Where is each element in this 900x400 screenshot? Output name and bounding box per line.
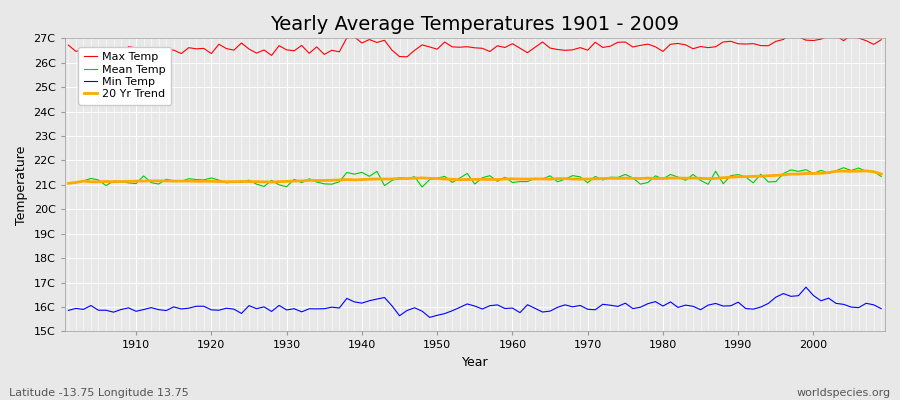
Max Temp [515,46,526,51]
Mean Temp [838,165,849,170]
Line: Min Temp: Min Temp [68,287,881,317]
20 Yr Trend [63,181,74,186]
20 Yr Trend [123,179,134,184]
Min Temp [876,306,886,311]
Min Temp [515,310,526,315]
X-axis label: Year: Year [462,356,488,369]
Max Temp [334,50,345,54]
20 Yr Trend [507,176,517,181]
Mean Temp [123,180,134,185]
Mean Temp [417,185,428,190]
Mean Temp [63,181,74,186]
Line: Max Temp: Max Temp [68,33,881,57]
20 Yr Trend [334,178,345,182]
Min Temp [507,306,517,310]
Min Temp [605,303,616,308]
Max Temp [401,54,412,59]
Text: worldspecies.org: worldspecies.org [796,388,891,398]
Max Temp [289,48,300,53]
20 Yr Trend [500,176,510,181]
Max Temp [876,37,886,42]
Min Temp [289,306,300,311]
Max Temp [507,41,517,46]
20 Yr Trend [598,176,608,181]
Max Temp [63,43,74,48]
20 Yr Trend [876,172,886,176]
Mean Temp [515,179,526,184]
Mean Temp [334,180,345,184]
Min Temp [123,306,134,310]
Legend: Max Temp, Mean Temp, Min Temp, 20 Yr Trend: Max Temp, Mean Temp, Min Temp, 20 Yr Tre… [78,47,171,104]
Y-axis label: Temperature: Temperature [15,145,28,224]
Text: Latitude -13.75 Longitude 13.75: Latitude -13.75 Longitude 13.75 [9,388,189,398]
Mean Temp [507,180,517,185]
Max Temp [123,44,134,49]
Min Temp [63,308,74,313]
Min Temp [801,285,812,290]
Line: 20 Yr Trend: 20 Yr Trend [68,171,881,183]
Max Temp [605,44,616,49]
20 Yr Trend [860,168,871,173]
Max Temp [786,30,796,35]
Min Temp [424,315,435,320]
Min Temp [334,306,345,310]
Line: Mean Temp: Mean Temp [68,168,881,187]
Mean Temp [605,175,616,180]
Mean Temp [876,174,886,179]
20 Yr Trend [289,179,300,184]
Mean Temp [289,177,300,182]
Title: Yearly Average Temperatures 1901 - 2009: Yearly Average Temperatures 1901 - 2009 [270,15,680,34]
